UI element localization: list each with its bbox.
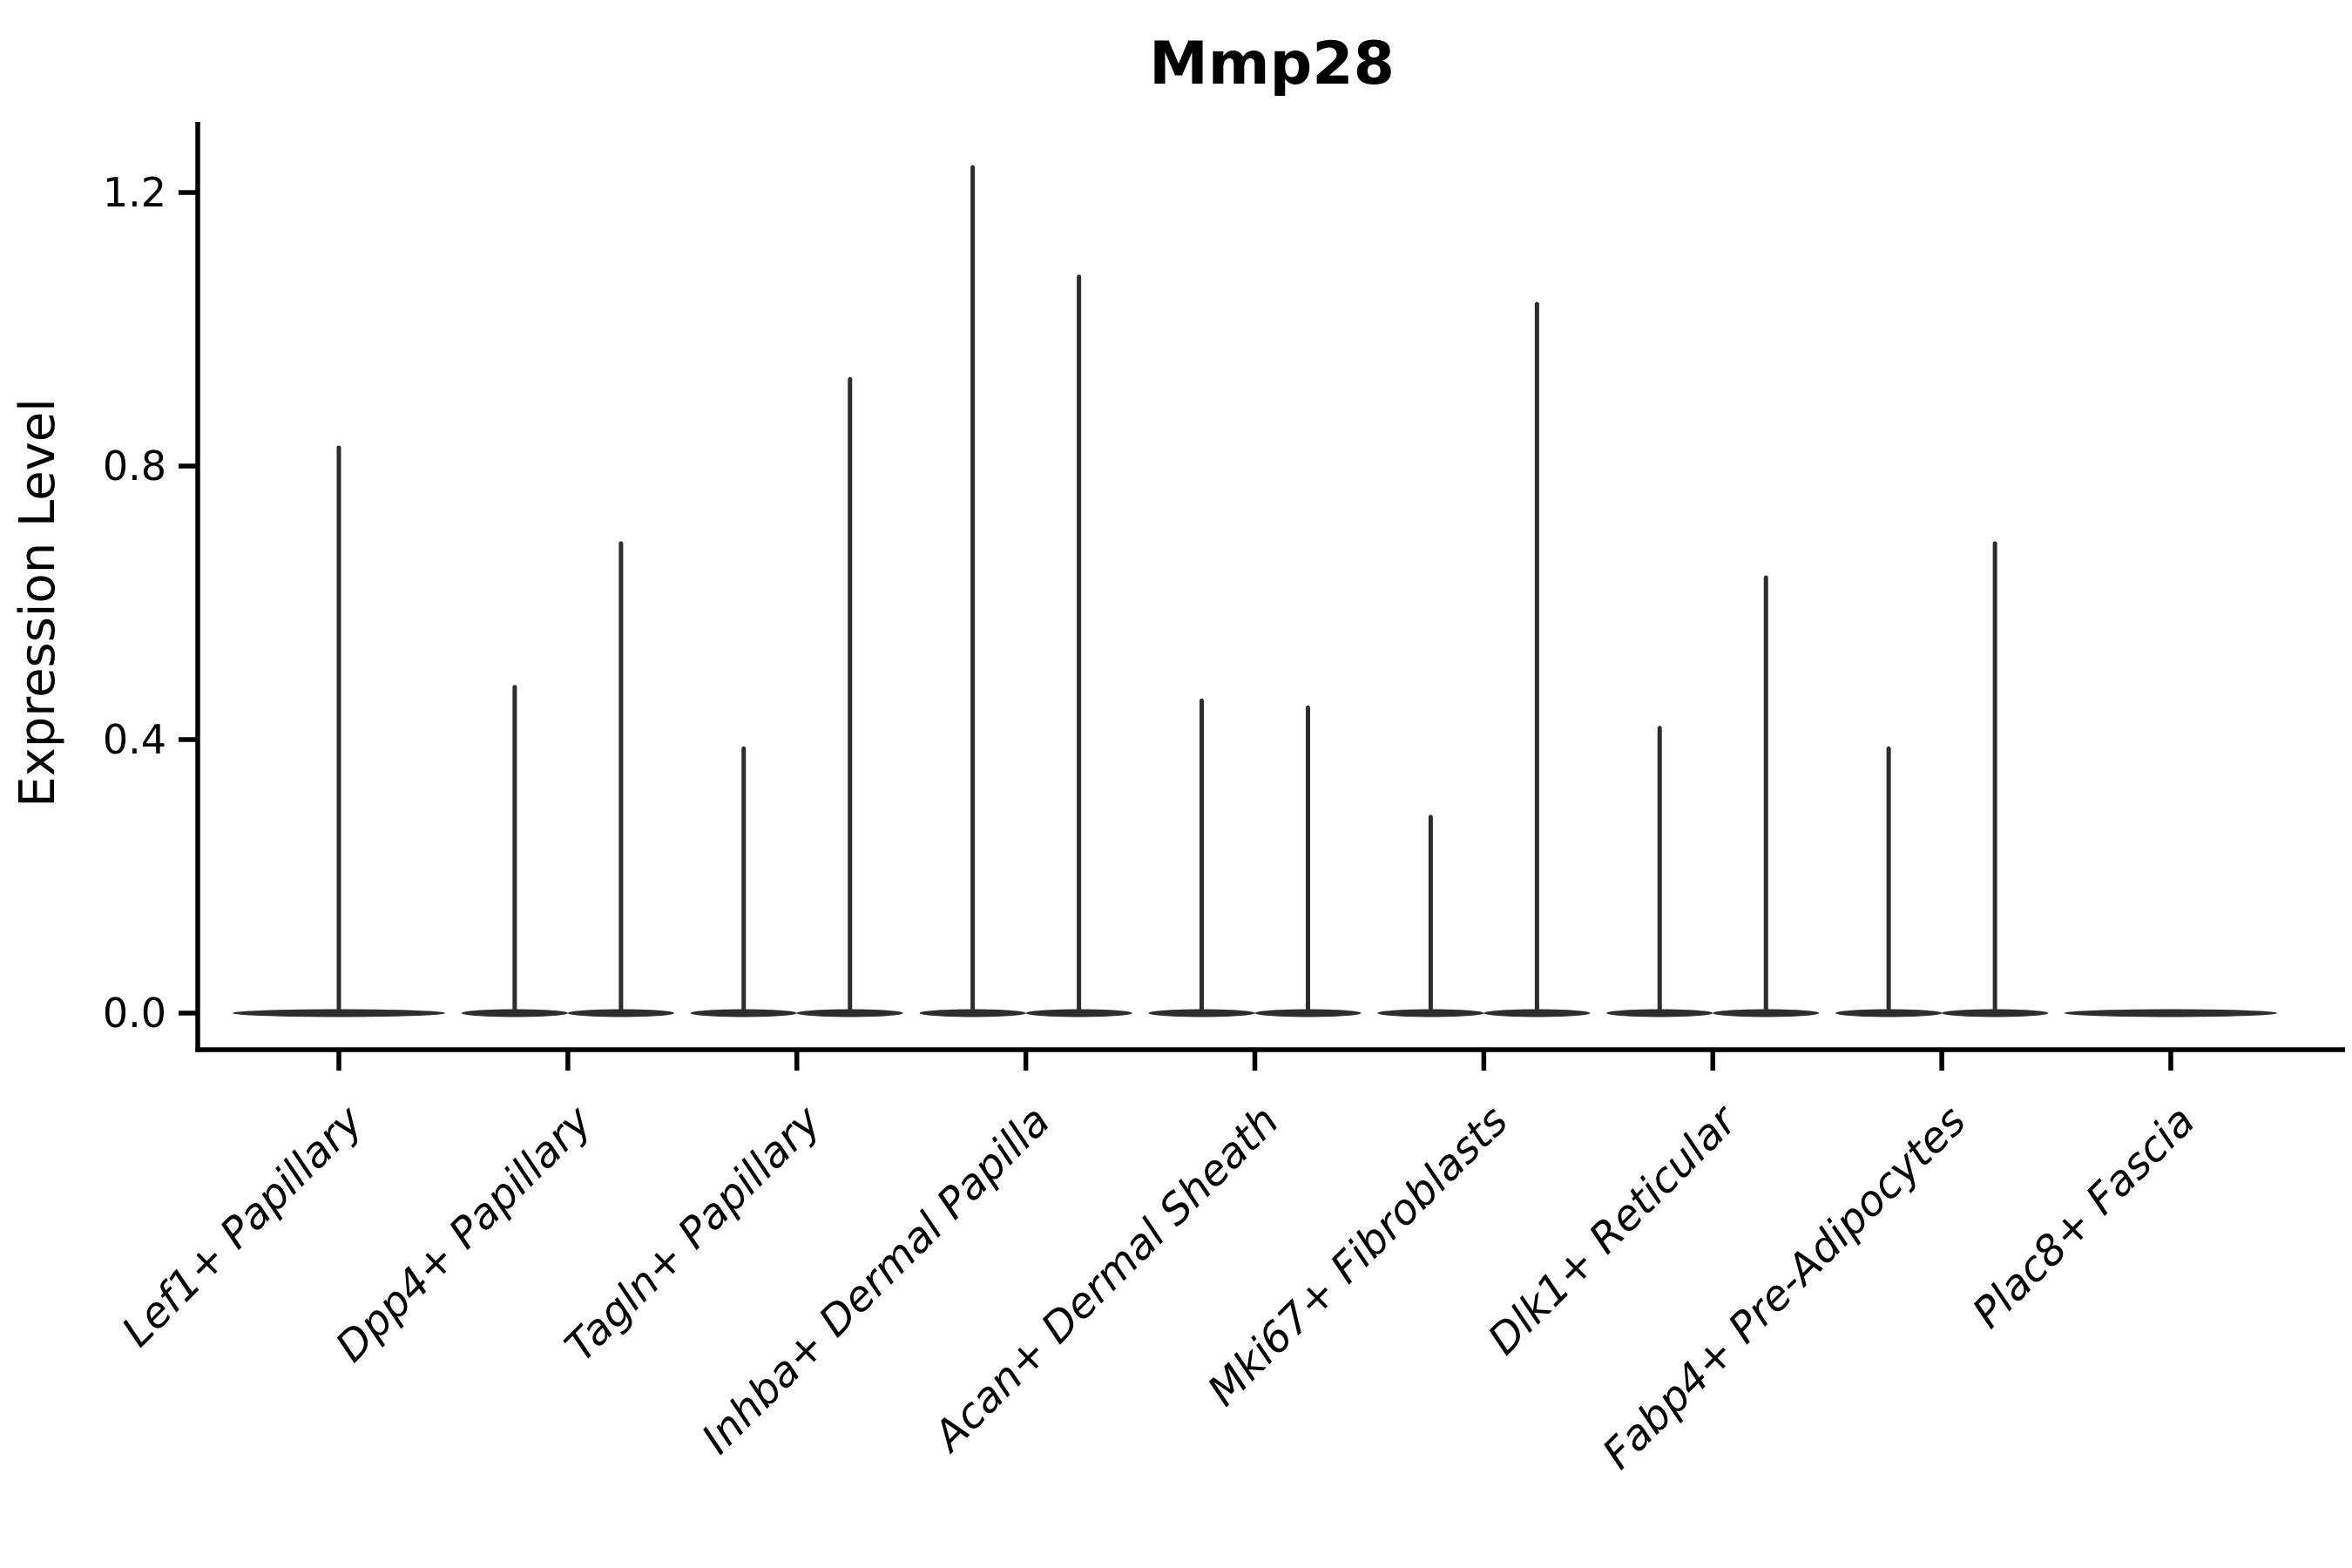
- x-axis-category-label: Fabp4+ Pre-Adipocytes: [1593, 1097, 1976, 1479]
- x-axis-category-label: Dpp4+ Papillary: [327, 1096, 602, 1371]
- y-tick-label: 1.2: [103, 169, 166, 216]
- x-axis-category-label: Lef1+ Papillary: [112, 1096, 373, 1356]
- y-axis-label: Expression Level: [10, 398, 66, 808]
- y-tick-label: 0.4: [103, 716, 166, 763]
- y-tick-label: 0.0: [103, 990, 166, 1037]
- violin-base: [2065, 1009, 2277, 1017]
- x-axis-category-label: Dlk1+ Reticular: [1479, 1095, 1749, 1365]
- y-tick-label: 0.8: [103, 443, 166, 490]
- chart-title: Mmp28: [1149, 30, 1395, 98]
- x-axis-category-label: Tagln+ Papillary: [556, 1096, 831, 1371]
- x-axis-category-label: Plac8+ Fascia: [1963, 1097, 2205, 1338]
